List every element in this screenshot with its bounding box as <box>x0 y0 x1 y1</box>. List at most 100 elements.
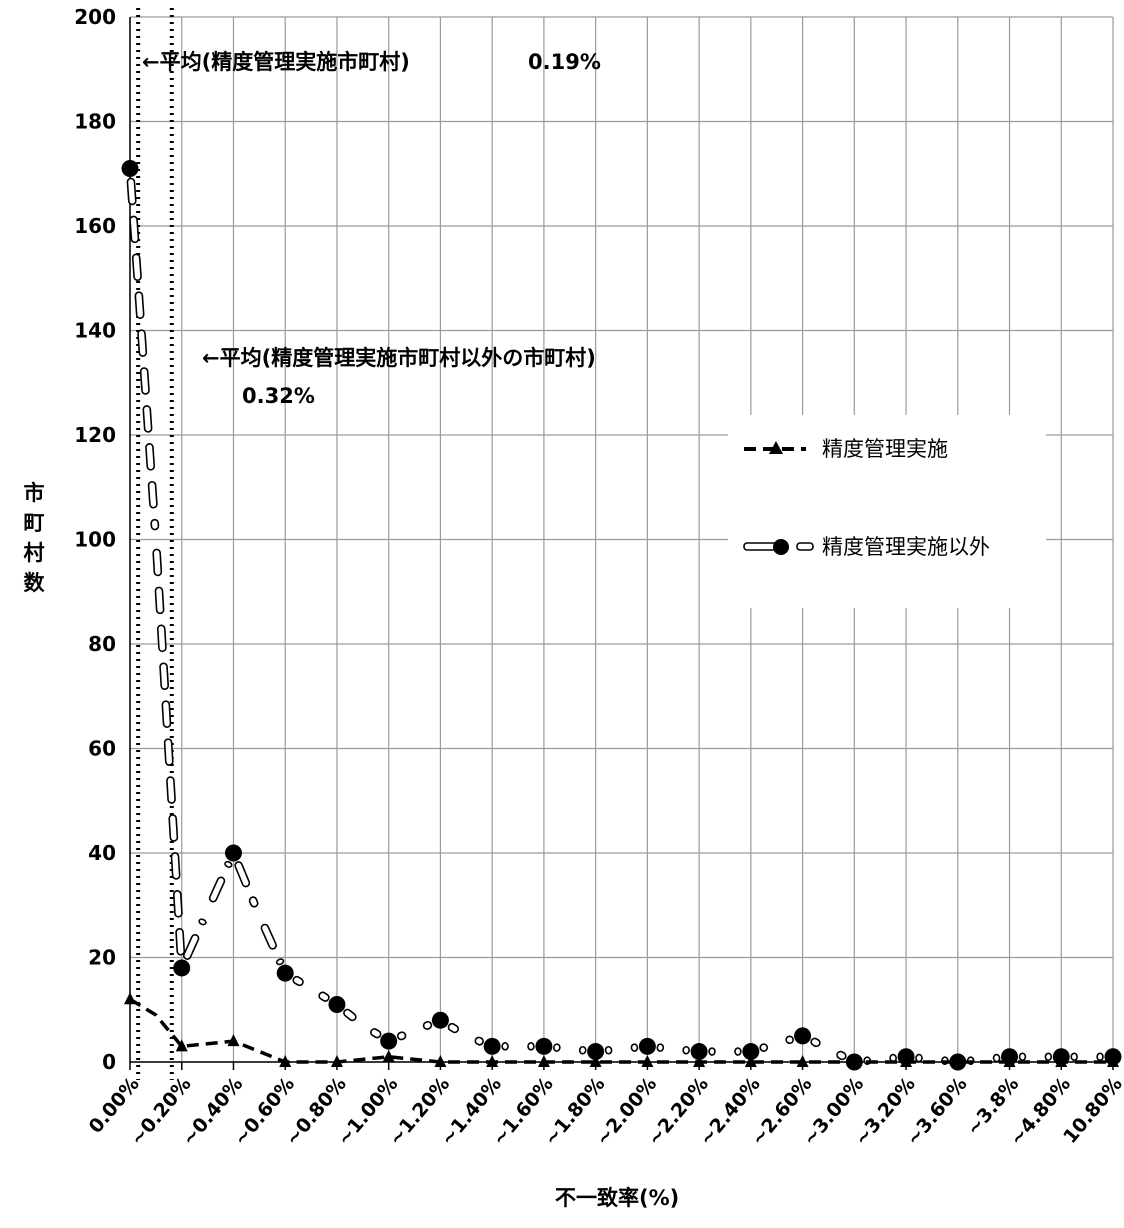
series-2-dash <box>318 991 330 1002</box>
series-1-point <box>641 1055 654 1067</box>
legend: 精度管理実施 精度管理実施以外 <box>728 415 1046 608</box>
y-axis-title-char: 市 <box>24 481 45 505</box>
series-2-dash <box>915 1053 923 1063</box>
series-2-dash <box>810 1037 821 1048</box>
series-1-point <box>434 1055 447 1067</box>
series-2-point <box>431 1011 449 1029</box>
series-1-point <box>175 1039 188 1052</box>
series-2-point <box>742 1043 760 1061</box>
series-1-point <box>848 1055 861 1067</box>
series-2-dash <box>343 1008 357 1022</box>
mean-annotation-2: ←平均(精度管理実施市町村以外の市町村) <box>202 346 596 370</box>
series-2-dash <box>145 443 156 471</box>
series-1-point <box>124 992 136 1005</box>
series-2-dash <box>152 548 163 577</box>
series-2-dash <box>182 934 200 960</box>
series-2-point <box>276 964 294 982</box>
series-2-dash <box>1018 1052 1027 1062</box>
series-2-dash <box>224 860 233 868</box>
series-1-point <box>537 1055 550 1067</box>
x-axis-ticks: 0.00%~0.20%~0.40%~0.60%~0.80%~1.00%~1.20… <box>85 1073 1124 1150</box>
series-2-dash <box>836 1050 847 1061</box>
legend-item-1: 精度管理実施 <box>744 437 948 461</box>
series-2-dash <box>785 1035 794 1045</box>
series-2-dash <box>139 367 150 395</box>
triangle-marker-icon <box>769 441 783 454</box>
y-axis-ticks: 0 20 40 60 80 100 120 140 160 180 200 <box>74 5 116 1074</box>
series-2-dash <box>682 1045 690 1055</box>
series-2-dash <box>1044 1052 1053 1062</box>
legend-hollow-dash-2 <box>796 542 814 551</box>
series-2-dash <box>156 624 167 653</box>
y-tick-label: 0 <box>102 1050 116 1074</box>
series-1-point <box>744 1055 757 1067</box>
y-tick-label: 200 <box>74 5 116 29</box>
series-2-dash <box>142 405 153 433</box>
series-1-point <box>1107 1055 1119 1067</box>
series-2-dash <box>992 1053 1001 1063</box>
y-axis-title-char: 村 <box>24 541 45 565</box>
series-group <box>121 160 1122 1071</box>
series-2-dash <box>234 861 251 888</box>
series-2-dash <box>161 700 172 728</box>
series-2-dash <box>708 1047 716 1056</box>
series-2-dash <box>150 518 160 531</box>
series-2-dash <box>166 776 176 804</box>
y-axis-title: 市町村数 <box>24 481 46 595</box>
series-2-dash <box>474 1036 484 1046</box>
series-2-dash <box>172 890 183 918</box>
mean-annotation-1: ←平均(精度管理実施市町村) <box>142 50 410 74</box>
series-2-point <box>380 1032 398 1050</box>
x-axis-title: 不一致率(%) <box>555 1186 679 1210</box>
mean-annotation-2-value: 0.32% <box>242 384 315 408</box>
legend-label-1: 精度管理実施 <box>822 437 948 461</box>
series-1-point <box>227 1034 240 1047</box>
series-2-dash <box>275 958 285 966</box>
series-1-point <box>951 1055 964 1067</box>
series-2-dash <box>260 923 277 950</box>
series-2-point <box>328 996 346 1014</box>
series-2-dash <box>198 918 207 926</box>
series-2-dash <box>170 852 181 880</box>
series-2-dash <box>656 1043 665 1052</box>
y-tick-label: 140 <box>74 319 116 343</box>
series-1-point <box>589 1055 602 1067</box>
series-2-dash <box>759 1043 769 1052</box>
legend-label-2: 精度管理実施以外 <box>822 535 990 559</box>
series-2-dash <box>129 215 140 244</box>
series-2-dash <box>131 253 142 282</box>
series-1-point <box>693 1055 706 1067</box>
series-2-dash <box>396 1031 407 1041</box>
series-2-dash <box>175 927 186 956</box>
series-1-point <box>796 1055 809 1067</box>
series-2-dash <box>578 1045 587 1055</box>
legend-item-2: 精度管理実施以外 <box>743 535 990 559</box>
series-2-dash <box>447 1022 460 1034</box>
y-tick-label: 20 <box>88 946 116 970</box>
legend-hollow-dash-1 <box>743 542 779 551</box>
y-tick-label: 40 <box>88 841 116 865</box>
series-2-dash <box>137 329 148 357</box>
series-2-point <box>794 1027 812 1045</box>
series-1-point <box>382 1049 395 1062</box>
series-2-dash <box>147 480 158 509</box>
circle-marker-icon <box>773 539 789 555</box>
series-2-point <box>587 1043 605 1061</box>
y-tick-label: 60 <box>88 737 116 761</box>
series-2-dash <box>126 177 137 206</box>
series-2-dash <box>248 896 259 908</box>
series-2-dash <box>1070 1052 1078 1062</box>
series-2-point <box>224 844 242 862</box>
legend-box <box>728 415 1046 608</box>
y-tick-label: 100 <box>74 528 116 552</box>
series-2-point <box>483 1037 501 1055</box>
reference-lines <box>136 8 174 1080</box>
mean-annotation-1-value: 0.19% <box>528 50 601 74</box>
series-2-point <box>173 959 191 977</box>
series-1-point <box>330 1055 343 1067</box>
series-2-dash <box>501 1042 509 1051</box>
series-2-point <box>690 1043 708 1061</box>
series-1-point <box>1003 1055 1016 1067</box>
y-tick-label: 80 <box>88 632 116 656</box>
